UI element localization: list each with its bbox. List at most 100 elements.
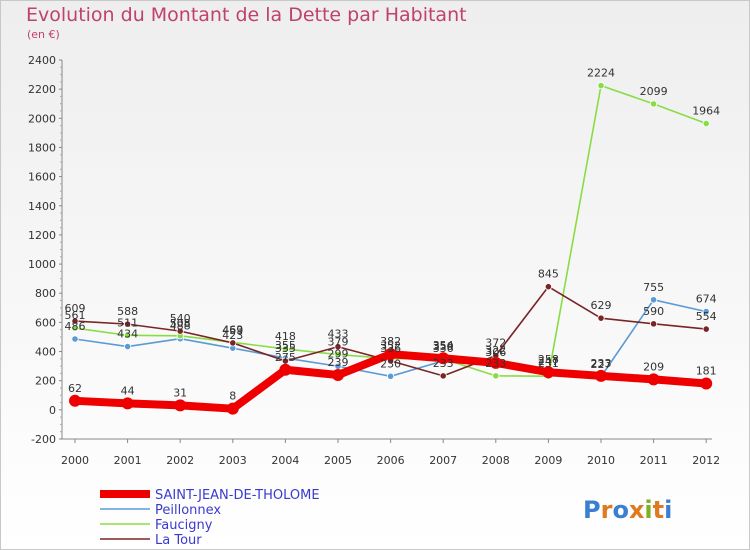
data-point [281,345,289,353]
legend: SAINT-JEAN-DE-THOLOMEPeillonnexFaucignyL… [100,488,320,548]
data-label: 239 [328,356,349,369]
data-point [332,369,344,382]
y-tick-label: 200 [35,375,56,388]
y-tick-label: -200 [31,433,56,446]
data-label: 258 [538,353,559,366]
data-point [597,314,605,322]
proxiti-logo-text: Proxiti [583,496,672,524]
data-label: 8 [229,390,236,403]
data-label: 755 [643,281,664,294]
data-label: 379 [328,336,349,349]
y-tick-label: 400 [35,346,56,359]
data-label: 247 [538,355,559,368]
data-point [702,119,710,128]
chart-subtitle: (en €) [27,28,60,41]
legend-label: SAINT-JEAN-DE-THOLOME [155,488,320,503]
data-label: 209 [643,360,664,373]
data-point [69,394,81,407]
x-tick-label: 2009 [534,454,562,467]
data-label: 629 [591,299,612,312]
data-label: 561 [65,309,86,322]
y-tick-label: 2400 [28,54,56,67]
data-label: 1964 [692,105,720,118]
data-label: 674 [696,293,717,306]
data-label: 227 [591,358,612,371]
data-point [124,320,132,328]
data-point [700,377,713,390]
y-tick-label: 1400 [28,200,56,213]
proxiti-logo: Proxiti [583,496,672,524]
data-point [439,372,447,380]
legend-label: La Tour [155,533,202,548]
data-label: 44 [121,384,135,397]
series-layer [69,82,713,415]
x-tick-label: 2005 [324,454,352,467]
data-point [334,350,342,359]
data-label: 231 [538,357,559,370]
data-label: 372 [485,337,506,350]
legend-label: Peillonnex [155,503,221,518]
data-label: 463 [222,323,243,336]
y-tick-label: 800 [35,287,56,300]
data-point [384,348,397,361]
data-point [386,372,395,380]
y-tick-label: 2000 [28,112,56,125]
data-point [542,366,555,379]
data-label: 508 [170,317,191,330]
y-tick-label: 1200 [28,229,56,242]
data-label: 540 [170,312,191,325]
data-label: 434 [117,328,138,341]
chart-title: Evolution du Montant de la Dette par Hab… [26,4,467,26]
data-point [226,402,239,415]
x-tick-label: 2007 [429,454,457,467]
y-tick-label: 0 [49,404,56,417]
data-point [649,100,658,108]
data-label: 433 [328,328,349,341]
data-point [174,399,187,412]
data-label: 233 [433,357,454,370]
data-label: 418 [275,330,296,343]
data-point [492,372,500,380]
data-point [334,343,342,351]
data-label: 590 [643,305,664,318]
x-tick-label: 2010 [587,454,615,467]
data-label: 486 [65,320,86,333]
data-label: 382 [380,335,401,348]
data-label: 2099 [640,85,668,98]
data-label: 423 [222,329,243,342]
data-label: 588 [117,305,138,318]
data-label: 181 [696,364,717,377]
legend-label: Faucigny [155,518,213,533]
data-point [229,339,237,347]
data-label: 230 [380,357,401,370]
data-point [71,317,79,325]
data-label: 335 [275,342,296,355]
data-label: 845 [538,268,559,281]
data-label: 336 [380,342,401,355]
data-label: 233 [591,357,612,370]
data-point [124,342,132,351]
data-label: 31 [173,386,187,399]
data-point [124,331,132,339]
data-point [649,296,658,304]
data-label: 355 [275,339,296,352]
data-label: 459 [222,324,243,337]
x-tick-label: 2012 [692,454,720,467]
data-point [597,82,605,90]
data-point [595,369,607,382]
x-tick-label: 2011 [640,454,668,467]
x-tick-label: 2000 [61,454,89,467]
data-point [489,356,502,369]
y-tick-label: 2200 [28,83,56,96]
data-point [279,363,292,376]
x-tick-label: 2002 [166,454,194,467]
data-label: 233 [485,357,506,370]
x-tick-label: 2001 [114,454,142,467]
data-point [176,327,184,335]
data-label: 306 [485,346,506,359]
x-tick-label: 2004 [271,454,299,467]
data-label: 511 [117,316,138,329]
x-tick-label: 2008 [482,454,510,467]
